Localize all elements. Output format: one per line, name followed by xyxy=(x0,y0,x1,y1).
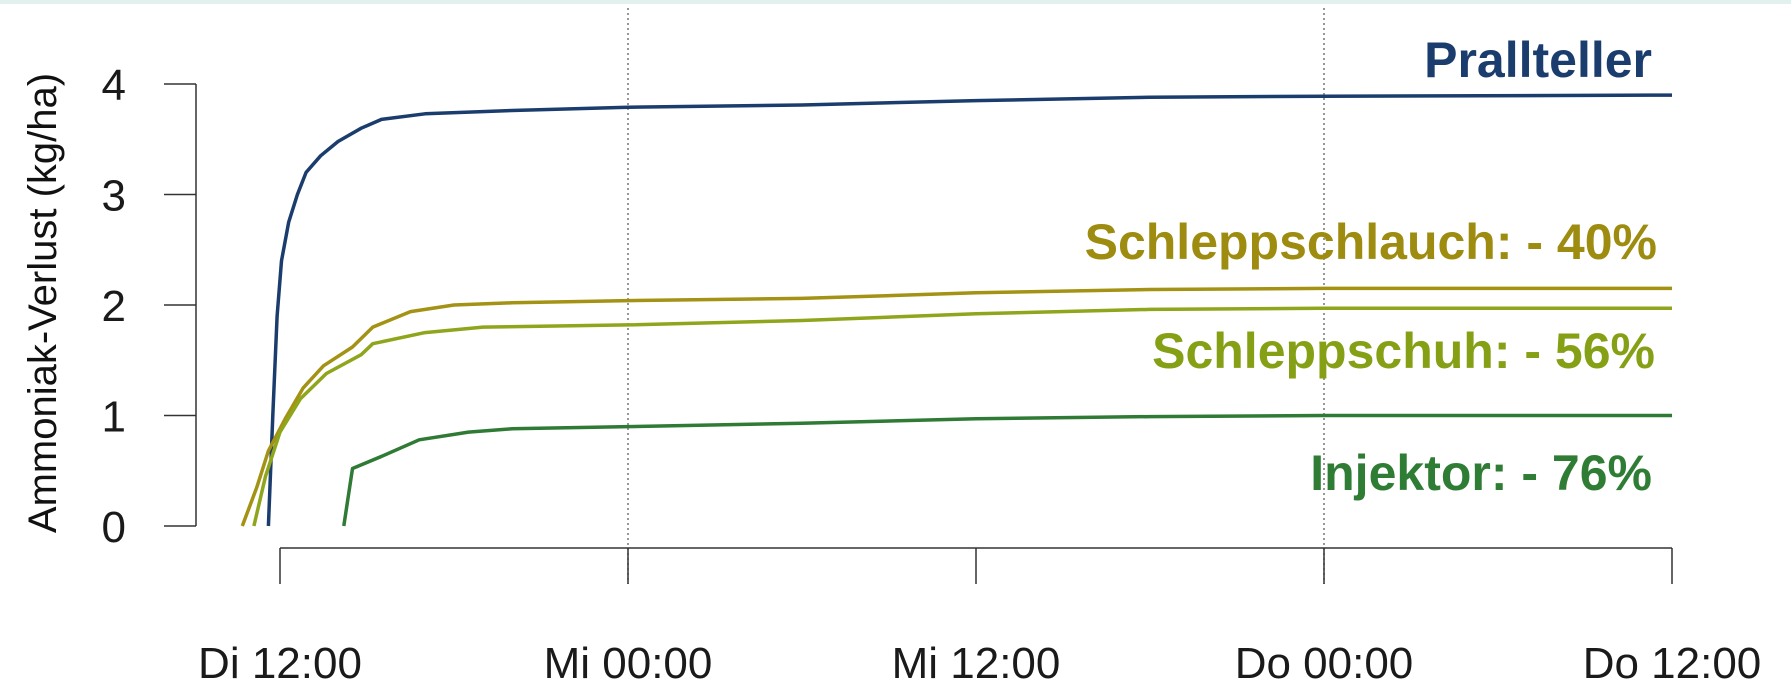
x-tick-label: Di 12:00 xyxy=(198,639,362,685)
y-tick-label: 3 xyxy=(102,172,126,221)
series-label: Prallteller xyxy=(1424,32,1652,88)
series-line xyxy=(252,306,1672,527)
y-tick-label: 1 xyxy=(102,393,126,442)
series-label: Injektor: - 76% xyxy=(1310,445,1652,501)
grid-layer xyxy=(627,8,1325,584)
x-tick-label: Mi 12:00 xyxy=(892,639,1061,685)
y-axis-title: Ammoniak-Verlust (kg/ha) xyxy=(21,73,65,533)
x-tick-label: Do 00:00 xyxy=(1235,639,1414,685)
series-line xyxy=(342,413,1672,527)
series-label: Schleppschuh: - 56% xyxy=(1152,323,1655,379)
axes-layer: 0 1 2 3 4 Di 12:00 Mi 00:00 Mi 12:00 Do 00:00 Do … xyxy=(102,61,1762,685)
y-tick-label: 4 xyxy=(102,61,126,110)
y-tick-label: 0 xyxy=(102,503,126,552)
x-tick-label: Mi 00:00 xyxy=(544,639,713,685)
top-band xyxy=(0,0,1791,4)
series-layer xyxy=(240,93,1673,527)
label-layer: Prallteller Schleppschlauch: - 40% Schlepp… xyxy=(1085,32,1657,501)
y-tick-label: 2 xyxy=(102,282,126,331)
series-label: Schleppschlauch: - 40% xyxy=(1085,214,1657,270)
series-line xyxy=(266,93,1673,527)
x-tick-label: Do 12:00 xyxy=(1583,639,1762,685)
